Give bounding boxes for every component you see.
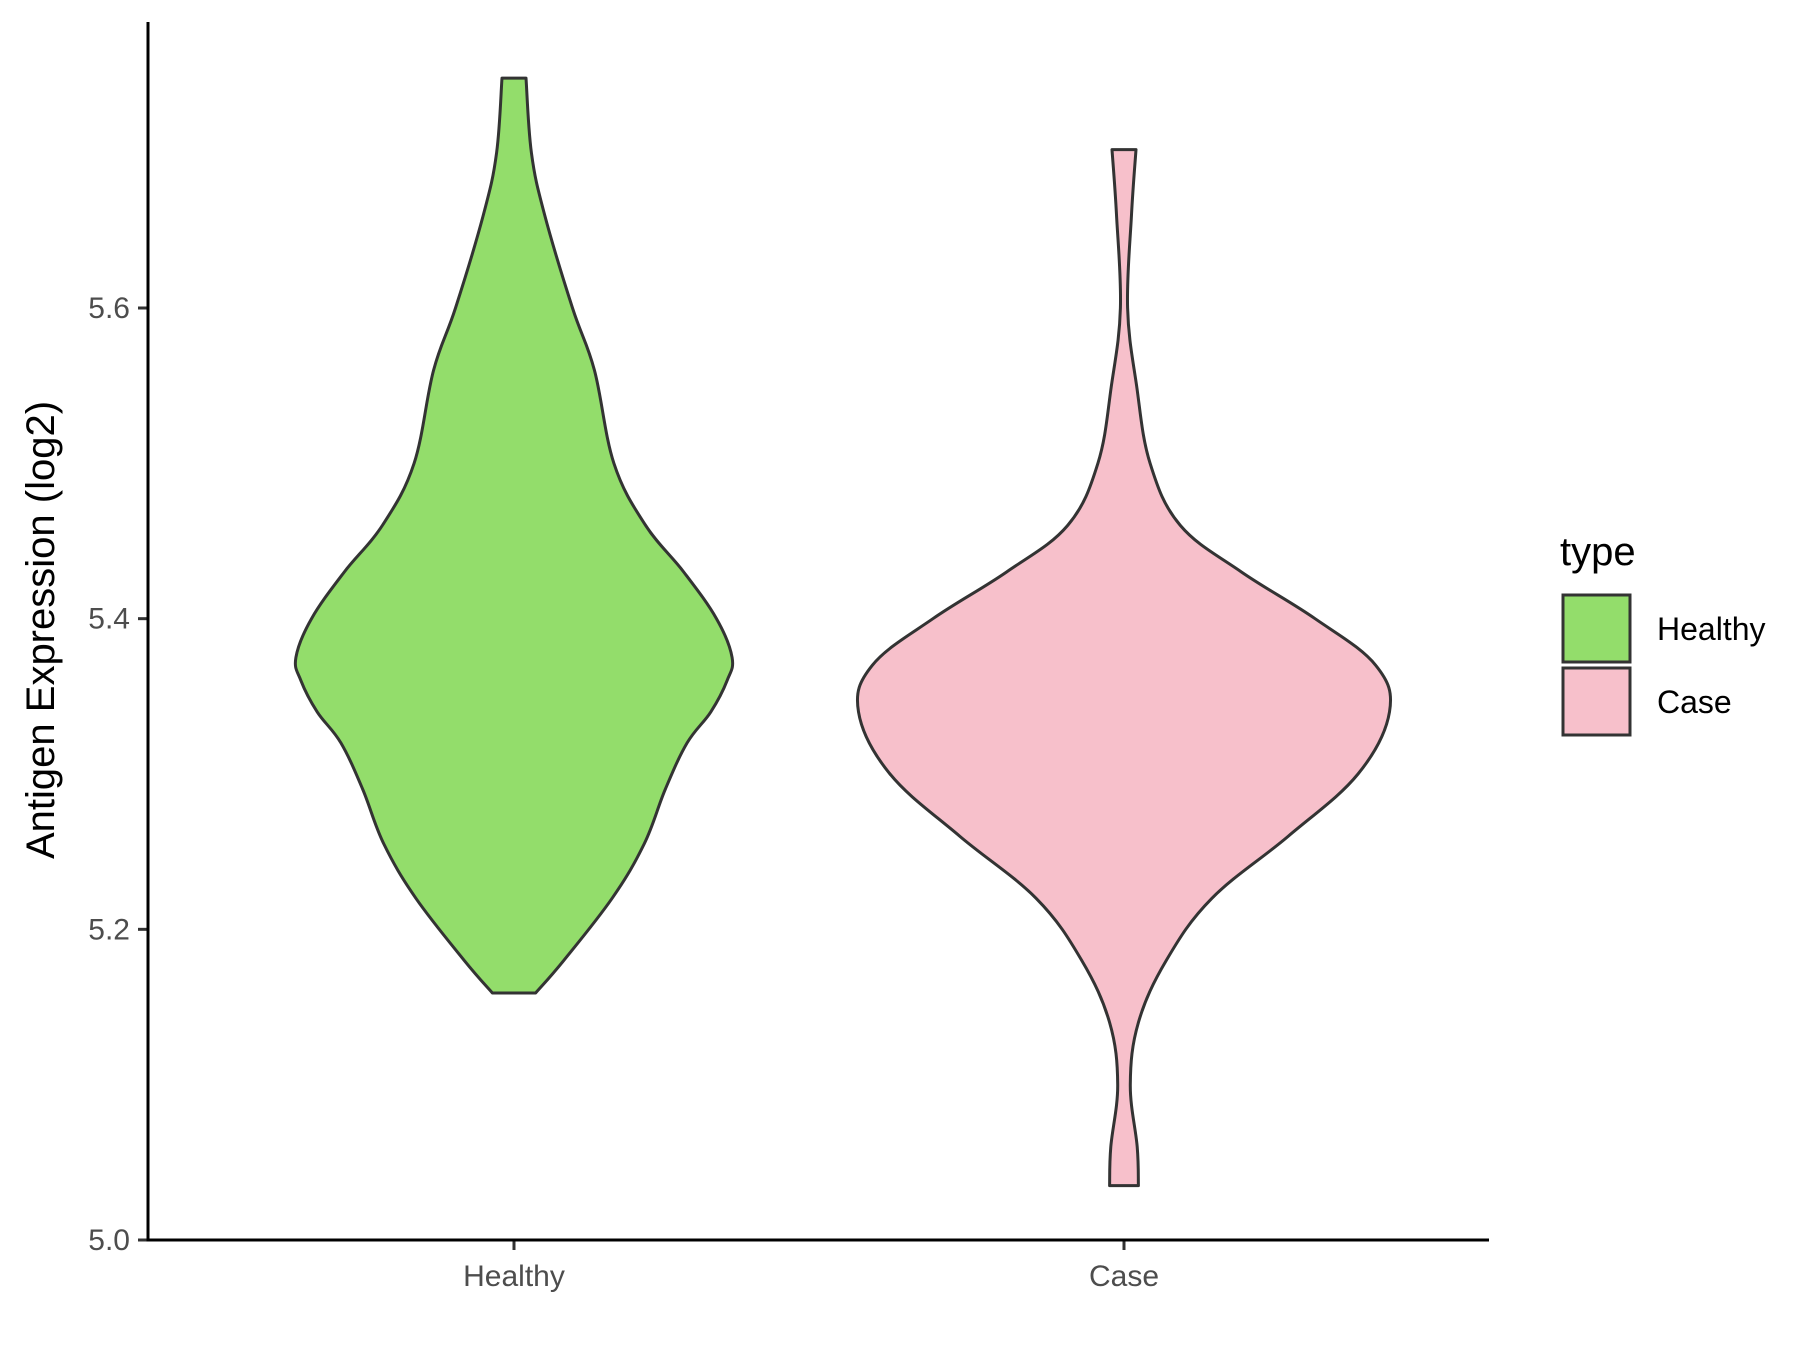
legend-label-case: Case bbox=[1657, 684, 1732, 720]
y-tick-label: 5.6 bbox=[88, 292, 130, 325]
violin-layer bbox=[293, 76, 1393, 1188]
y-tick-label: 5.4 bbox=[88, 603, 130, 636]
legend-title: type bbox=[1560, 530, 1636, 574]
y-axis-title: Antigen Expression (log2) bbox=[19, 401, 63, 859]
legend-key-case bbox=[1561, 666, 1632, 737]
violin-healthy bbox=[293, 76, 735, 995]
x-tick-label: Case bbox=[1089, 1260, 1159, 1293]
y-axis-ticks: 5.0 5.2 5.4 5.6 bbox=[88, 292, 148, 1257]
legend-label-healthy: Healthy bbox=[1657, 611, 1766, 647]
x-axis-ticks: Healthy Case bbox=[463, 1240, 1159, 1293]
legend-key-healthy bbox=[1561, 593, 1632, 664]
legend: type Healthy Case bbox=[1560, 530, 1766, 737]
y-tick-label: 5.2 bbox=[88, 913, 130, 946]
x-tick-label: Healthy bbox=[463, 1260, 565, 1293]
violin-case bbox=[855, 148, 1393, 1188]
y-tick-label: 5.0 bbox=[88, 1224, 130, 1257]
